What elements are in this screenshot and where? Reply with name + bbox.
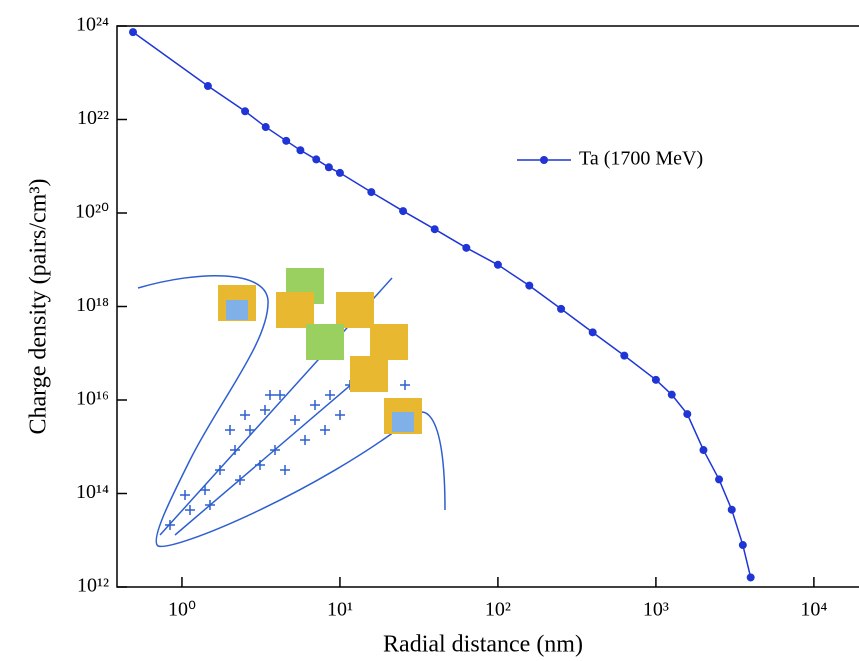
data-point [324,163,333,172]
x-tick-label: 10² [485,599,511,621]
data-point [493,260,502,269]
data-point [296,146,305,155]
data-point [129,28,138,37]
y-tick-label: 10¹⁴ [76,481,109,503]
data-point [651,375,660,384]
data-point [335,168,344,177]
y-tick-label: 10¹⁶ [76,388,109,410]
data-point [203,82,212,91]
y-tick-label: 10²⁰ [75,201,109,223]
y-tick-label: 10¹² [77,575,109,597]
y-tick-label: 10¹⁸ [76,294,109,316]
data-point [525,281,534,290]
charge-marks [165,380,410,530]
data-point [367,188,376,197]
legend-marker [540,156,548,164]
x-tick-label: 10¹ [327,599,353,621]
data-point [462,243,471,252]
y-tick-label: 10²⁴ [76,14,109,36]
data-point [588,328,597,337]
x-tick-label: 10³ [643,599,669,621]
data-point [683,410,692,419]
y-axis-label: Charge density (pairs/cm³) [26,178,52,434]
data-point [557,304,566,313]
data-point [312,155,321,164]
inset-illustration [137,268,446,548]
data-point [620,351,629,360]
data-point [667,390,676,399]
data-point [715,475,724,484]
x-axis-label: Radial distance (nm) [383,632,583,658]
crystal-blocks [218,268,422,434]
data-point [727,505,736,514]
data-point [261,123,270,132]
data-point [746,573,755,582]
data-point [738,541,747,550]
data-point [241,107,250,116]
legend-label: Ta (1700 MeV) [579,148,703,170]
data-point [282,136,291,145]
x-tick-label: 10⁴ [800,599,827,621]
x-tick-label: 10⁰ [168,599,196,621]
data-point [399,207,408,216]
data-point [430,225,439,234]
y-tick-label: 10²² [77,107,109,129]
data-point [699,446,708,455]
